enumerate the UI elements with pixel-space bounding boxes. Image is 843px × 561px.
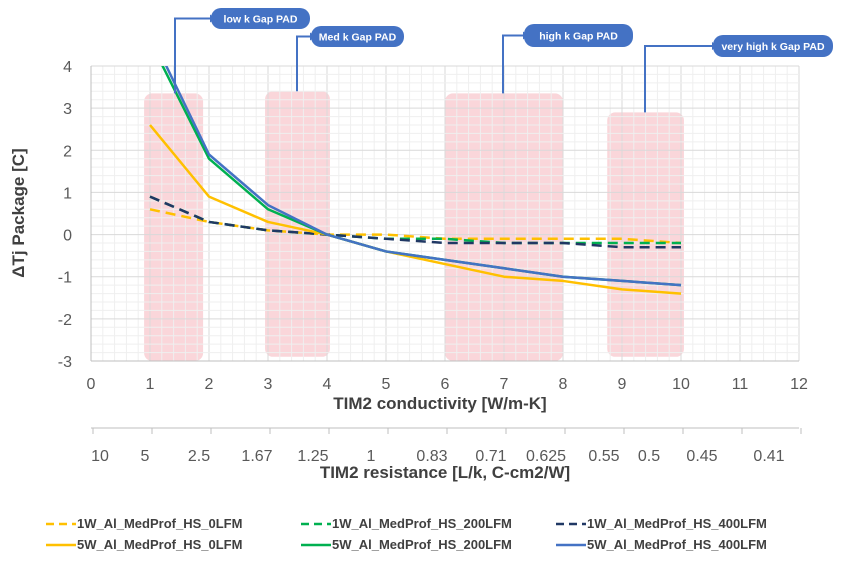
secondary-tick-label: 1	[367, 448, 376, 465]
y-tick-label: 3	[63, 101, 72, 118]
region-1	[265, 91, 330, 357]
y-tick-label: 4	[63, 59, 72, 76]
secondary-tick-label: 1.67	[241, 448, 272, 465]
secondary-tick-label: 0.83	[416, 448, 447, 465]
grid-layer	[90, 65, 800, 362]
y-tick-label: -3	[58, 354, 72, 371]
callout-label: very high k Gap PAD	[721, 41, 824, 53]
secondary-tick-label: 0.45	[686, 448, 717, 465]
legend-label: 5W_Al_MedProf_HS_0LFM	[77, 537, 242, 552]
x-tick-label: 4	[323, 376, 332, 393]
legend-label: 1W_Al_MedProf_HS_400LFM	[587, 516, 767, 531]
x-tick-label: 9	[618, 376, 627, 393]
y-tick-label: -2	[58, 312, 72, 329]
callout-connector	[174, 17, 210, 94]
y-tick-label: 2	[63, 143, 72, 160]
x-tick-label: 1	[146, 376, 155, 393]
secondary-tick-label: 0.55	[588, 448, 619, 465]
legend-label: 5W_Al_MedProf_HS_200LFM	[332, 537, 512, 552]
callout-label: Med k Gap PAD	[319, 32, 397, 44]
secondary-axis-title: TIM2 resistance [L/k, C-cm2/W]	[320, 463, 570, 482]
callout-box	[713, 35, 833, 57]
secondary-tick-label: 1.25	[297, 448, 328, 465]
x-axis-title: TIM2 conductivity [W/m-K]	[333, 394, 546, 413]
callout-connector	[296, 35, 310, 92]
x-tick-label: 12	[790, 376, 808, 393]
secondary-tick-label: 5	[141, 448, 150, 465]
series-line-3	[149, 124, 682, 295]
x-tick-label: 3	[264, 376, 273, 393]
secondary-tick-label: 0.625	[526, 448, 566, 465]
callout-connector	[502, 34, 523, 94]
callout-box	[524, 24, 633, 47]
secondary-tick-label: 0.41	[753, 448, 784, 465]
secondary-tick-label: 10	[91, 448, 109, 465]
x-tick-label: 6	[441, 376, 450, 393]
legend-layer: 1W_Al_MedProf_HS_0LFM 1W_Al_MedProf_HS_20…	[46, 516, 767, 552]
x-tick-label: 10	[672, 376, 690, 393]
secondary-tick-label: 2.5	[188, 448, 210, 465]
legend-label: 1W_Al_MedProf_HS_0LFM	[77, 516, 242, 531]
legend-label: 1W_Al_MedProf_HS_200LFM	[332, 516, 512, 531]
callout-box	[311, 26, 404, 47]
series-line-5	[164, 66, 682, 287]
x-tick-label: 5	[382, 376, 391, 393]
callout-box	[211, 8, 310, 29]
x-tick-label: 2	[205, 376, 214, 393]
series-line-1	[149, 195, 681, 245]
legend-label: 5W_Al_MedProf_HS_400LFM	[587, 537, 767, 552]
x-tick-label: 11	[732, 376, 749, 393]
y-tick-label: 0	[63, 228, 72, 245]
y-tick-label: -1	[58, 270, 72, 287]
series-layer	[149, 66, 682, 295]
callout-label: low k Gap PAD	[224, 14, 298, 26]
callout-connector	[644, 45, 712, 113]
callout-layer: low k Gap PAD Med k Gap PAD high k Gap PAD…	[174, 8, 833, 113]
secondary-tick-label: 0.71	[475, 448, 506, 465]
callout-label: high k Gap PAD	[539, 31, 618, 43]
y-axis-title: ΔTj Package [C]	[9, 148, 28, 277]
series-line-2	[149, 195, 681, 249]
x-tick-label: 8	[559, 376, 568, 393]
x-tick-label: 0	[87, 376, 96, 393]
secondary-tick-label: 0.5	[638, 448, 660, 465]
x-tick-label: 7	[500, 376, 509, 393]
y-tick-label: 1	[63, 185, 72, 202]
series-line-4	[161, 66, 682, 287]
